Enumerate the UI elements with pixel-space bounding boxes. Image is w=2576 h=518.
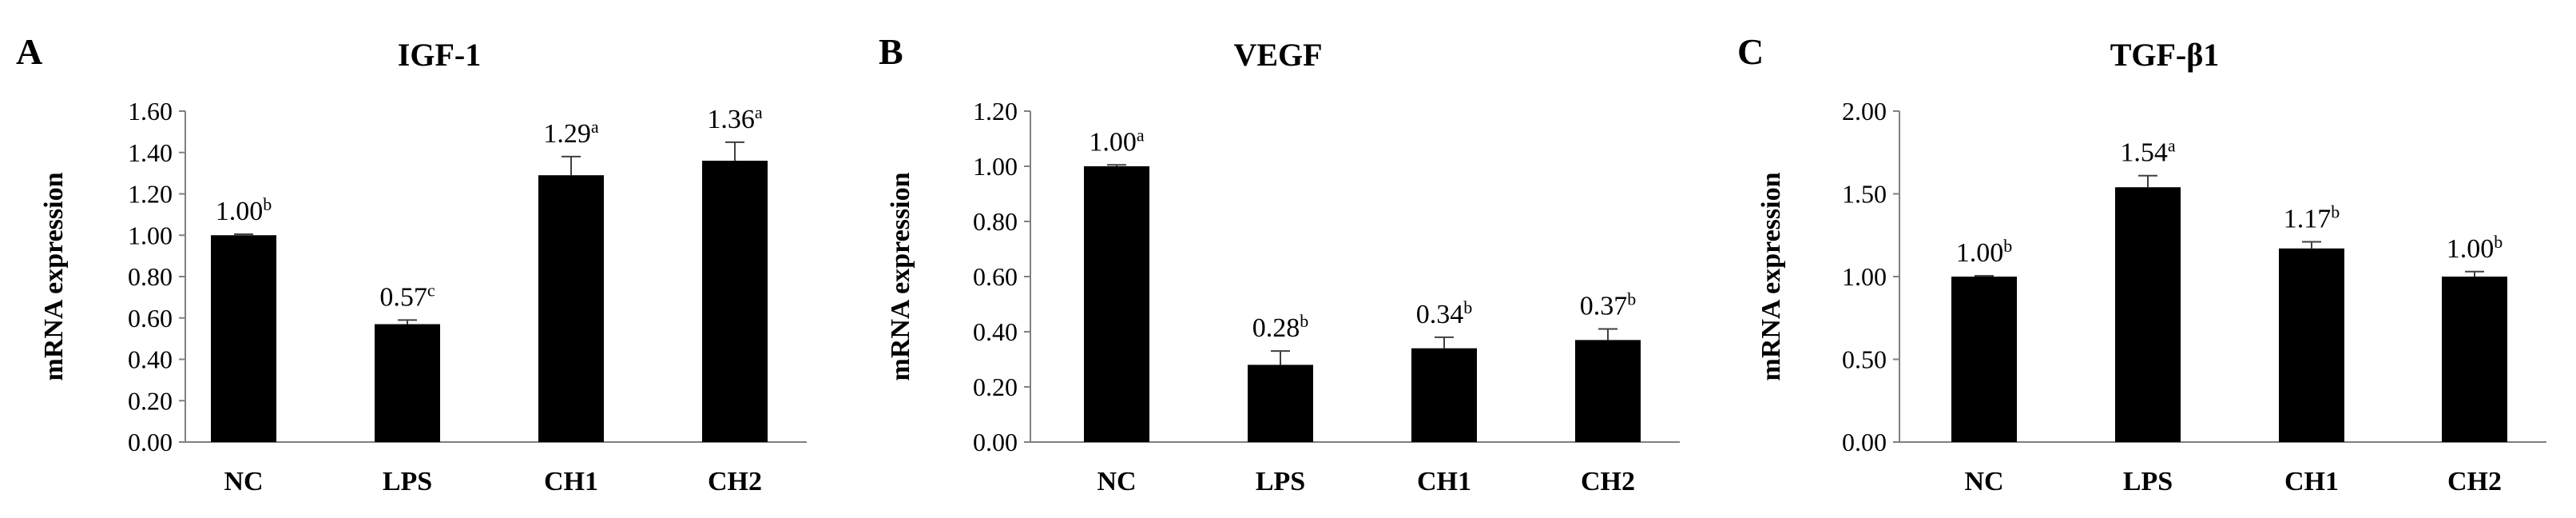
data-label: 1.00b (2447, 232, 2503, 264)
significance-letter: a (1137, 125, 1145, 145)
y-tick-label: 1.40 (128, 138, 173, 167)
y-tick-label: 1.50 (1842, 180, 1887, 209)
y-tick-label: 2.00 (1842, 97, 1887, 126)
x-tick-label: LPS (1256, 467, 1305, 496)
significance-letter: a (591, 117, 599, 137)
y-tick-label: 0.00 (1842, 428, 1887, 456)
y-axis-label: mRNA expression (39, 172, 69, 381)
y-tick-label: 0.60 (128, 304, 173, 333)
data-label: 0.57c (379, 280, 435, 312)
data-value: 1.00 (1089, 127, 1137, 157)
y-tick-label: 0.80 (128, 262, 173, 291)
data-value: 0.37 (1580, 292, 1628, 321)
x-tick-label: LPS (2123, 467, 2173, 496)
y-tick-label: 1.60 (128, 97, 173, 126)
y-tick-label: 0.80 (973, 207, 1018, 236)
x-tick-label: NC (224, 467, 263, 496)
data-label: 1.17b (2284, 202, 2340, 234)
chart-title: TGF-β1 (2110, 37, 2220, 73)
data-value: 0.34 (1416, 300, 1464, 329)
x-tick-label: CH2 (708, 467, 762, 496)
y-tick-label: 1.20 (128, 180, 173, 209)
panel-letter: B (879, 31, 903, 72)
y-tick-label: 1.00 (1842, 262, 1887, 291)
panel-letter: C (1737, 31, 1764, 72)
y-tick-label: 1.00 (973, 152, 1018, 181)
bar-lps (2115, 187, 2181, 442)
bar-ch1 (538, 175, 604, 442)
significance-letter: a (755, 102, 763, 122)
chart-title: VEGF (1233, 37, 1322, 73)
data-label: 1.00b (216, 194, 272, 226)
significance-letter: b (1300, 311, 1308, 331)
y-tick-label: 0.60 (973, 262, 1018, 291)
data-label: 1.54a (2120, 136, 2176, 168)
y-tick-label: 1.20 (973, 97, 1018, 126)
data-label: 1.00a (1089, 125, 1145, 157)
data-value: 1.17 (2284, 205, 2332, 234)
y-tick-label: 0.40 (973, 317, 1018, 346)
significance-letter: b (2494, 232, 2503, 252)
bar-nc (211, 235, 276, 442)
bar-lps (1248, 365, 1313, 442)
chart-title: IGF-1 (398, 37, 481, 73)
significance-letter: b (263, 194, 272, 214)
data-value: 0.57 (379, 282, 427, 312)
y-tick-label: 0.50 (1842, 345, 1887, 374)
data-label: 1.00b (1956, 236, 2013, 268)
bar-ch2 (702, 161, 768, 442)
data-label: 0.34b (1416, 297, 1473, 329)
significance-letter: a (2168, 136, 2176, 156)
data-value: 1.00 (1956, 238, 2004, 268)
data-value: 1.29 (543, 119, 591, 149)
bar-nc (1084, 166, 1149, 442)
bar-nc (1951, 277, 2017, 442)
data-value: 1.54 (2120, 138, 2168, 168)
y-tick-label: 1.00 (128, 221, 173, 249)
data-value: 0.28 (1252, 313, 1300, 343)
y-tick-label: 0.00 (128, 428, 173, 456)
y-tick-label: 0.20 (973, 373, 1018, 401)
panel-letter: A (16, 31, 42, 72)
x-tick-label: CH1 (544, 467, 598, 496)
bar-ch2 (2442, 277, 2507, 442)
bar-ch2 (1575, 340, 1641, 442)
significance-letter: b (2003, 236, 2012, 256)
significance-letter: b (1627, 289, 1636, 309)
x-tick-label: CH1 (2284, 467, 2339, 496)
chart-panel-c: C TGF-β1 mRNA expression 0.00 0.50 1.00 1.50 2.… (1737, 31, 2546, 496)
x-tick-label: CH1 (1417, 467, 1471, 496)
data-label: 1.36a (707, 102, 763, 134)
significance-letter: c (427, 280, 435, 300)
y-axis-label: mRNA expression (886, 172, 915, 381)
x-tick-label: LPS (383, 467, 432, 496)
data-label: 0.28b (1252, 311, 1309, 343)
bar-ch1 (1411, 348, 1477, 442)
data-value: 1.36 (707, 105, 755, 134)
data-label: 1.29a (543, 117, 599, 149)
significance-letter: b (1463, 297, 1472, 317)
x-tick-label: CH2 (2447, 467, 2502, 496)
significance-letter: b (2331, 202, 2340, 222)
y-tick-label: 0.20 (128, 386, 173, 415)
x-tick-label: CH2 (1581, 467, 1635, 496)
y-tick-label: 0.00 (973, 428, 1018, 456)
bar-ch1 (2279, 248, 2344, 442)
bar-lps (375, 324, 440, 442)
x-tick-label: NC (1097, 467, 1136, 496)
y-axis-label: mRNA expression (1756, 172, 1786, 381)
data-value: 1.00 (216, 197, 264, 226)
x-tick-label: NC (1964, 467, 2003, 496)
y-tick-label: 0.40 (128, 345, 173, 374)
chart-panel-b: B VEGF mRNA expression 0.00 0.20 0.40 0.60 0.80… (879, 31, 1680, 496)
data-label: 0.37b (1580, 289, 1637, 321)
data-value: 1.00 (2447, 234, 2495, 264)
chart-panel-a: A IGF-1 mRNA expression 0.00 0.20 0.40 0.60 0.8… (16, 31, 807, 496)
